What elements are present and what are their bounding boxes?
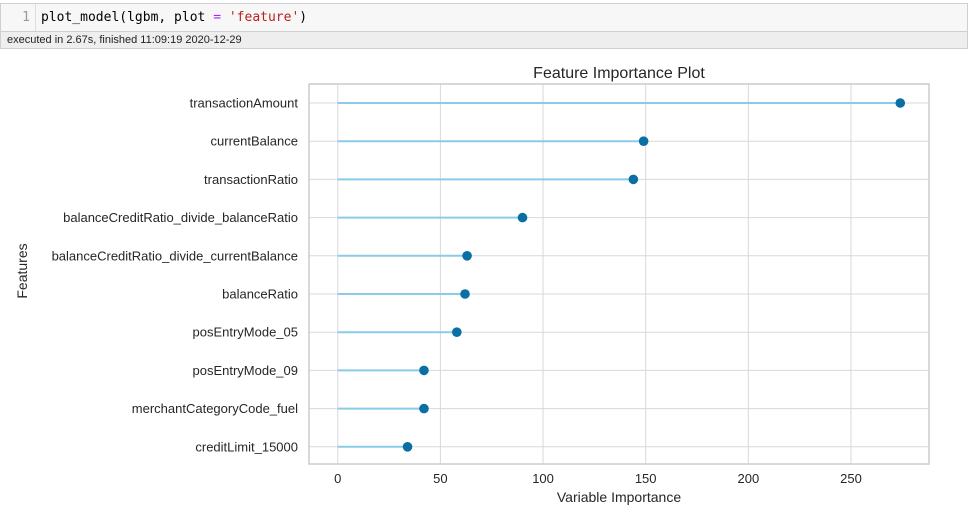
plot-area: transactionAmount currentBalance transacti… [52,83,930,486]
execution-status-text: executed in 2.67s, finished 11:09:19 202… [7,34,242,46]
lollipop-marker [452,327,462,338]
y-tick-label: posEntryMode_09 [192,363,298,378]
x-tick-label: 50 [433,471,447,486]
code-closing-paren: ) [299,10,308,25]
chart-title: Feature Importance Plot [533,65,705,82]
x-tick-label: 250 [840,471,862,486]
plot-frame [308,83,930,465]
lollipop-marker [628,174,639,185]
lollipop-marker [895,98,906,108]
code-function-call: plot_model(lgbm, plot [41,10,214,25]
gutter-divider [35,4,36,31]
x-tick-label: 100 [532,471,554,486]
y-tick-label: posEntryMode_05 [192,325,298,340]
lollipop-marker [460,289,470,299]
lollipop-marker [517,212,528,223]
y-axis-label: Features [14,243,30,298]
code-operator: = [213,10,222,25]
x-tick-label: 0 [334,471,341,486]
y-tick-label: balanceCreditRatio_divide_currentBalance [52,248,298,263]
execution-status-bar: executed in 2.67s, finished 11:09:19 202… [0,32,968,49]
code-line[interactable]: plot_model(lgbm, plot = 'feature') [41,10,307,25]
y-tick-label: balanceRatio [222,287,298,302]
line-number: 1 [22,10,30,25]
y-tick-label: currentBalance [211,134,298,149]
lollipop-marker [462,251,472,261]
y-tick-label: balanceCreditRatio_divide_balanceRatio [63,210,298,225]
y-tick-label: transactionAmount [190,96,299,111]
y-tick-label: transactionRatio [204,172,298,187]
plot-background [309,84,929,464]
x-tick-label: 150 [635,471,657,486]
x-tick-label: 200 [737,471,759,486]
y-tick-label: merchantCategoryCode_fuel [132,401,298,416]
lollipop-marker [419,403,429,414]
lollipop-marker [419,365,429,376]
y-tick-label: creditLimit_15000 [195,439,298,454]
lollipop-marker [638,136,649,146]
x-axis-label: Variable Importance [557,489,681,505]
code-input-area[interactable]: 1 plot_model(lgbm, plot = 'feature') [0,3,968,32]
lollipop-marker [402,442,413,452]
code-string-literal: 'feature' [228,10,300,25]
